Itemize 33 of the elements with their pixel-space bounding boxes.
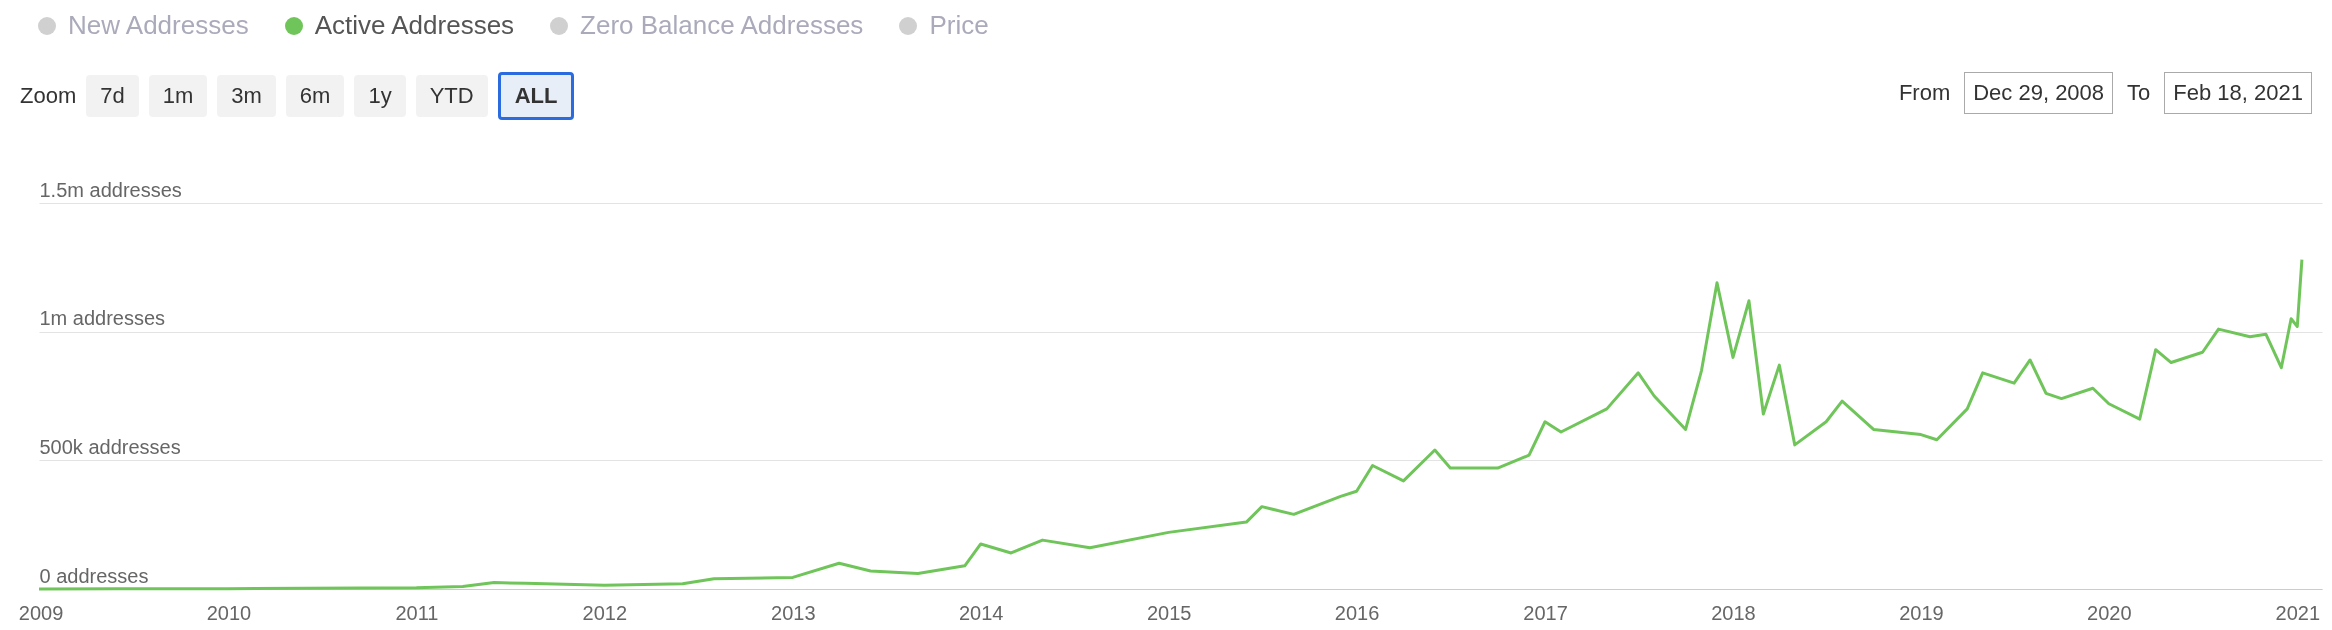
x-tick-label: 2009: [18, 601, 64, 624]
x-tick-label: 2018: [1711, 601, 1756, 624]
text: 7d: [86, 75, 139, 117]
x-tick-label: 2013: [771, 601, 816, 624]
text: Feb 18, 2021: [2164, 72, 2312, 114]
x-tick-label: 2015: [1146, 601, 1192, 624]
text: 1m: [148, 75, 208, 117]
x-tick-label: 2020: [2087, 601, 2132, 624]
x-tick-label: 2011: [395, 601, 439, 624]
text: Zero Balance Addresses: [580, 10, 864, 41]
x-tick-label: 2021: [2275, 601, 2321, 624]
y-tick-label: 1.5m addresses: [39, 178, 182, 201]
legend-label: Active Addresses: [314, 10, 515, 41]
text: Dec 29, 2008: [1964, 72, 2114, 114]
y-tick-label: 0 addresses: [39, 564, 149, 587]
x-tick-label: 2014: [958, 601, 1004, 624]
x-tick-label: 2012: [582, 601, 628, 624]
text: Price: [929, 10, 989, 41]
y-tick-label: 500k addresses: [39, 435, 181, 458]
text: 1y: [354, 75, 406, 117]
x-tick-label: 2010: [206, 601, 252, 624]
text: ALL: [497, 72, 575, 120]
text: To: [2127, 80, 2151, 106]
x-tick-label: 2017: [1523, 601, 1568, 624]
text: 6m: [285, 75, 345, 117]
text: 3m: [217, 75, 276, 117]
text: From: [1898, 80, 1951, 106]
text: Zoom: [20, 83, 77, 109]
x-tick-label: 2016: [1334, 601, 1380, 624]
text: YTD: [415, 75, 488, 117]
x-tick-label: 2019: [1899, 601, 1944, 624]
y-tick-label: 1m addresses: [39, 307, 166, 330]
text: New Addresses: [68, 10, 249, 41]
